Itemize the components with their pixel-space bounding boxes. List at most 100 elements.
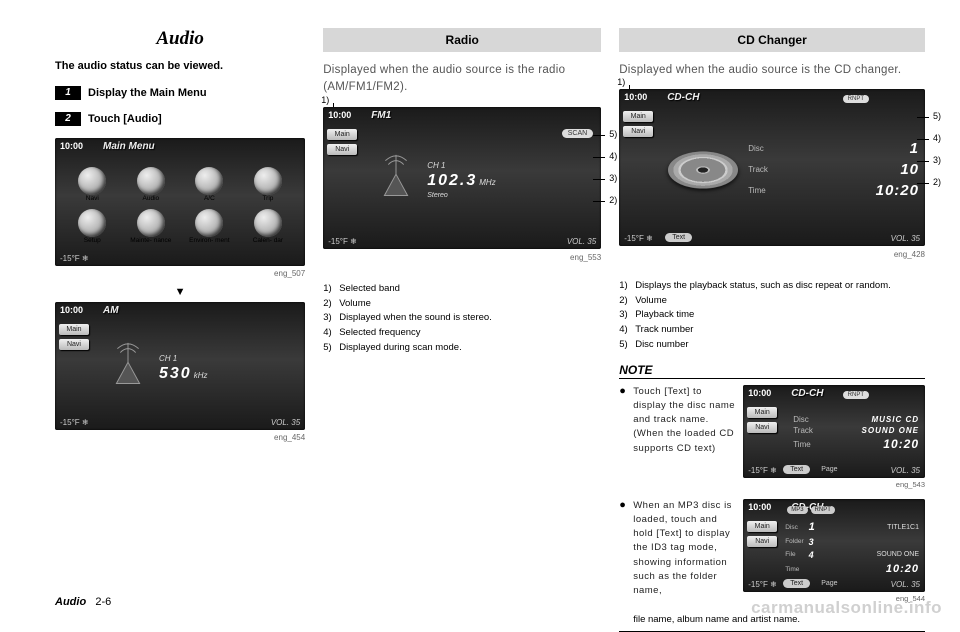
caption: eng_553	[323, 253, 601, 262]
main-button[interactable]: Main	[623, 111, 653, 122]
cd-screen: 10:00 CD-CH RNPT Main Navi Disc1 Track10…	[619, 89, 925, 246]
menu-label: Environ- ment	[189, 238, 229, 245]
callout-4: 4)	[609, 151, 617, 161]
label-track: Track	[748, 165, 768, 174]
temp: -15°F ❄	[624, 234, 653, 243]
callout-5: 5)	[609, 129, 617, 139]
legend-item: 4)Selected frequency	[323, 326, 601, 341]
footer-page: 2-6	[95, 596, 111, 608]
callout-1: 1)	[617, 77, 625, 87]
radio-info: CH 1 530kHz	[155, 322, 299, 414]
radio-callout-wrap: 1) 10:00 FM1 Main Navi SCAN	[323, 107, 601, 249]
menu-label: A/C	[204, 196, 215, 203]
stereo-indicator: Stereo	[427, 192, 448, 199]
clock: 10:00	[60, 141, 83, 151]
step-2: 2 Touch [Audio]	[55, 112, 305, 126]
cd-body: DiscMUSIC CD TrackSOUND ONE Time10:20	[783, 405, 919, 462]
callout-4: 4)	[933, 133, 941, 143]
legend-item: 1)Selected band	[323, 282, 601, 297]
main-button[interactable]: Main	[747, 407, 777, 418]
cd-desc: Displayed when the audio source is the C…	[619, 62, 925, 79]
main-button[interactable]: Main	[747, 521, 777, 532]
callout-5: 5)	[933, 111, 941, 121]
cdtext-screen: 10:00 CD-CH RNPT Main Navi DiscMUSIC CD …	[743, 385, 925, 478]
main-menu-item[interactable]: Calen- dar	[241, 208, 296, 246]
side-buttons: Main Navi	[59, 324, 89, 350]
temp: -15°F ❄	[328, 237, 357, 246]
temp: -15°F ❄	[60, 418, 89, 427]
page-title: Audio	[55, 28, 305, 50]
legend-item: 4)Track number	[619, 323, 925, 338]
callout-2: 2)	[933, 177, 941, 187]
step-1: 1 Display the Main Menu	[55, 86, 305, 100]
navi-button[interactable]: Navi	[747, 536, 777, 547]
menu-icon	[254, 209, 282, 237]
clock: 10:00	[328, 110, 351, 120]
cd-info: DiscMUSIC CD TrackSOUND ONE Time10:20	[783, 415, 919, 451]
page-footer: Audio 2-6	[55, 596, 111, 608]
legend-item: 5)Displayed during scan mode.	[323, 341, 601, 356]
main-menu-item[interactable]: A/C	[182, 166, 237, 204]
step-2-num: 2	[55, 112, 81, 126]
menu-icon	[195, 167, 223, 195]
menu-label: Mainte- nance	[130, 238, 171, 245]
frequency: 530kHz	[159, 365, 207, 383]
watermark: carmanualsonline.info	[751, 598, 942, 618]
menu-icon	[137, 167, 165, 195]
source-title: CD-CH	[667, 92, 699, 103]
navi-button[interactable]: Navi	[59, 339, 89, 350]
legend-item: 3)Playback time	[619, 308, 925, 323]
menu-icon	[78, 167, 106, 195]
down-arrow-icon: ▼	[55, 286, 305, 298]
column-cdchanger: CD Changer Displayed when the audio sour…	[619, 28, 925, 632]
main-menu-item[interactable]: Audio	[124, 166, 179, 204]
rnpt-indicator: RNPT	[811, 506, 835, 514]
radio-desc: Displayed when the audio source is the r…	[323, 62, 601, 97]
val-disc: 1	[910, 140, 919, 157]
radio-body: CH 1 102.3MHz Stereo	[368, 127, 595, 233]
page-label: Page	[821, 580, 837, 587]
text-button[interactable]: Text	[783, 579, 810, 588]
main-button[interactable]: Main	[327, 129, 357, 140]
volume: VOL. 35	[567, 237, 596, 246]
antenna-icon	[100, 322, 155, 414]
main-menu-item[interactable]: Environ- ment	[182, 208, 237, 246]
main-menu-screen: 10:00 Main Menu NaviAudio A/C Trip Setup Mai…	[55, 138, 305, 266]
clock: 10:00	[60, 305, 83, 315]
main-menu-item[interactable]: Navi	[65, 166, 120, 204]
intro-text: The audio status can be viewed.	[55, 60, 305, 72]
legend-item: 3)Displayed when the sound is stereo.	[323, 311, 601, 326]
bullet-icon: ●	[619, 499, 627, 603]
clock: 10:00	[624, 92, 647, 102]
mp3-screen: 10:00 CD-CH Main Navi MP3 RNPT Disc1TITL…	[743, 499, 925, 592]
menu-label: Setup	[84, 238, 101, 245]
text-button[interactable]: Text	[783, 465, 810, 474]
main-menu-item[interactable]: Mainte- nance	[124, 208, 179, 246]
text-button[interactable]: Text	[665, 233, 692, 242]
navi-button[interactable]: Navi	[623, 126, 653, 137]
label-time: Time	[748, 186, 765, 195]
channel: CH 1	[427, 161, 445, 170]
page-label: Page	[821, 466, 837, 473]
menu-label: Trip	[262, 196, 273, 203]
note-1-text: Touch [Text] to display the disc name an…	[633, 385, 737, 489]
note-header: NOTE	[619, 363, 925, 379]
main-menu-item[interactable]: Trip	[241, 166, 296, 204]
main-button[interactable]: Main	[59, 324, 89, 335]
temp: -15°F ❄	[748, 580, 777, 589]
menu-icon	[78, 209, 106, 237]
navi-button[interactable]: Navi	[327, 144, 357, 155]
note-1-image: 10:00 CD-CH RNPT Main Navi DiscMUSIC CD …	[743, 385, 925, 489]
bullet-icon: ●	[619, 385, 627, 489]
navi-button[interactable]: Navi	[747, 422, 777, 433]
val-track: 10	[900, 161, 919, 178]
note-2-text: When an MP3 disc is loaded, touch and ho…	[633, 499, 737, 603]
menu-icon	[137, 209, 165, 237]
cd-info: Disc1 Track10 Time10:20	[738, 140, 919, 199]
radio-info: CH 1 102.3MHz Stereo	[423, 127, 595, 233]
screen-title: Main Menu	[103, 141, 155, 152]
am-screen: 10:00 AM Main Navi CH 1 530kHz -15°F ❄	[55, 302, 305, 430]
main-menu-item[interactable]: Setup	[65, 208, 120, 246]
side-buttons: Main Navi	[747, 521, 777, 547]
note-2-image: 10:00 CD-CH Main Navi MP3 RNPT Disc1TITL…	[743, 499, 925, 603]
